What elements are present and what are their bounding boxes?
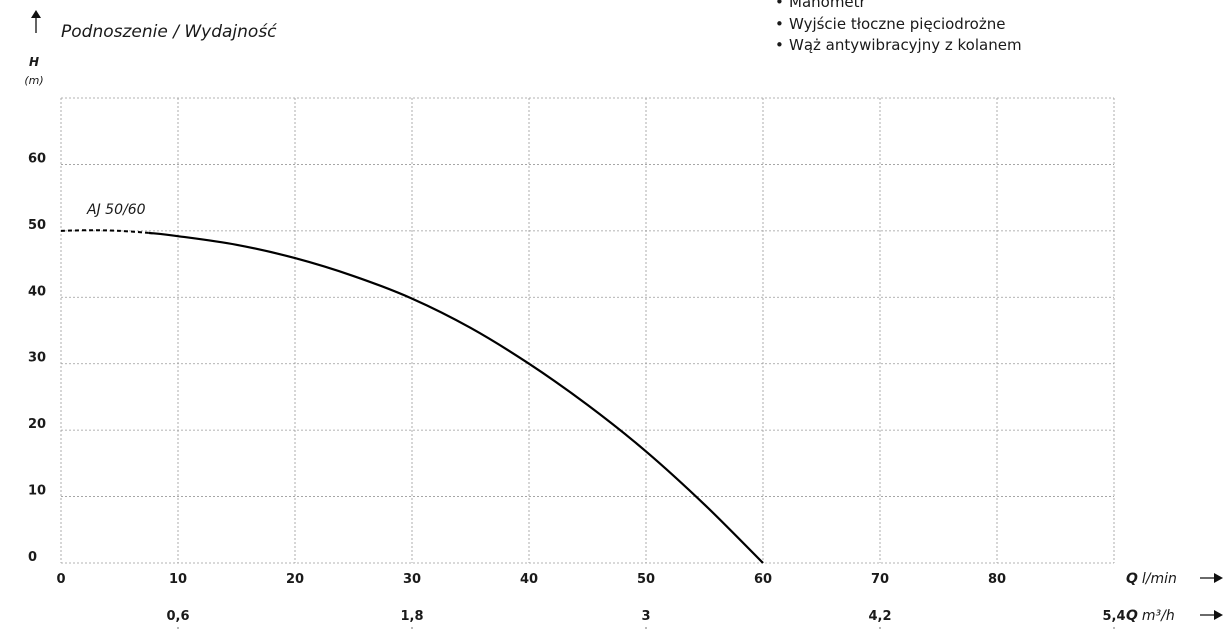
x-tick-label: 20 (286, 572, 304, 587)
series-line (148, 231, 764, 564)
x-tick-label: 10 (169, 572, 187, 587)
y-tick-label: 10 (28, 484, 46, 499)
x-tick-label: 30 (403, 572, 421, 587)
x2-tick-label: 1,8 (400, 609, 423, 624)
up-arrow-icon (31, 10, 41, 18)
axes (31, 10, 1223, 629)
x-tick-label: 50 (637, 572, 655, 587)
x-tick-label: 80 (988, 572, 1006, 587)
right-arrow-icon (1214, 610, 1223, 620)
feature-item: Wąż antywibracyjny z kolanem (775, 35, 1022, 57)
chart-title: Podnoszenie / Wydajność (61, 22, 277, 42)
x-tick-label: 70 (871, 572, 889, 587)
y-tick-label: 30 (28, 351, 46, 366)
x2-tick-label: 0,6 (166, 609, 189, 624)
x-tick-label: 0 (56, 572, 65, 587)
y-axis-unit: (m) (24, 74, 43, 87)
right-arrow-icon (1214, 573, 1223, 583)
x2-tick-label: 3 (641, 609, 650, 624)
x-tick-label: 40 (520, 572, 538, 587)
feature-item: Manometr (775, 0, 1022, 14)
y-tick-label: 50 (28, 218, 46, 233)
series-line-dashed (60, 229, 149, 234)
y-tick-label: 0 (28, 550, 37, 565)
features-list: Manometr Wyjście tłoczne pięciodrożne Wą… (775, 0, 1022, 57)
series (60, 229, 764, 564)
labels: 0 10 20 30 40 50 60 0 10 20 30 40 50 60 70 80 0,6 1,8 3 4,2… (24, 22, 1177, 624)
y-tick-label: 60 (28, 151, 46, 166)
x-tick-label: 60 (754, 572, 772, 587)
x2-tick-label: 4,2 (868, 609, 891, 624)
y-axis-label: H (29, 55, 39, 69)
grid (60, 97, 1115, 564)
y-tick-label: 40 (28, 284, 46, 299)
series-label: AJ 50/60 (86, 202, 146, 218)
y-tick-label: 20 (28, 417, 46, 432)
feature-item: Wyjście tłoczne pięciodrożne (775, 14, 1022, 36)
x2-tick-label: 5,4 (1102, 609, 1125, 624)
